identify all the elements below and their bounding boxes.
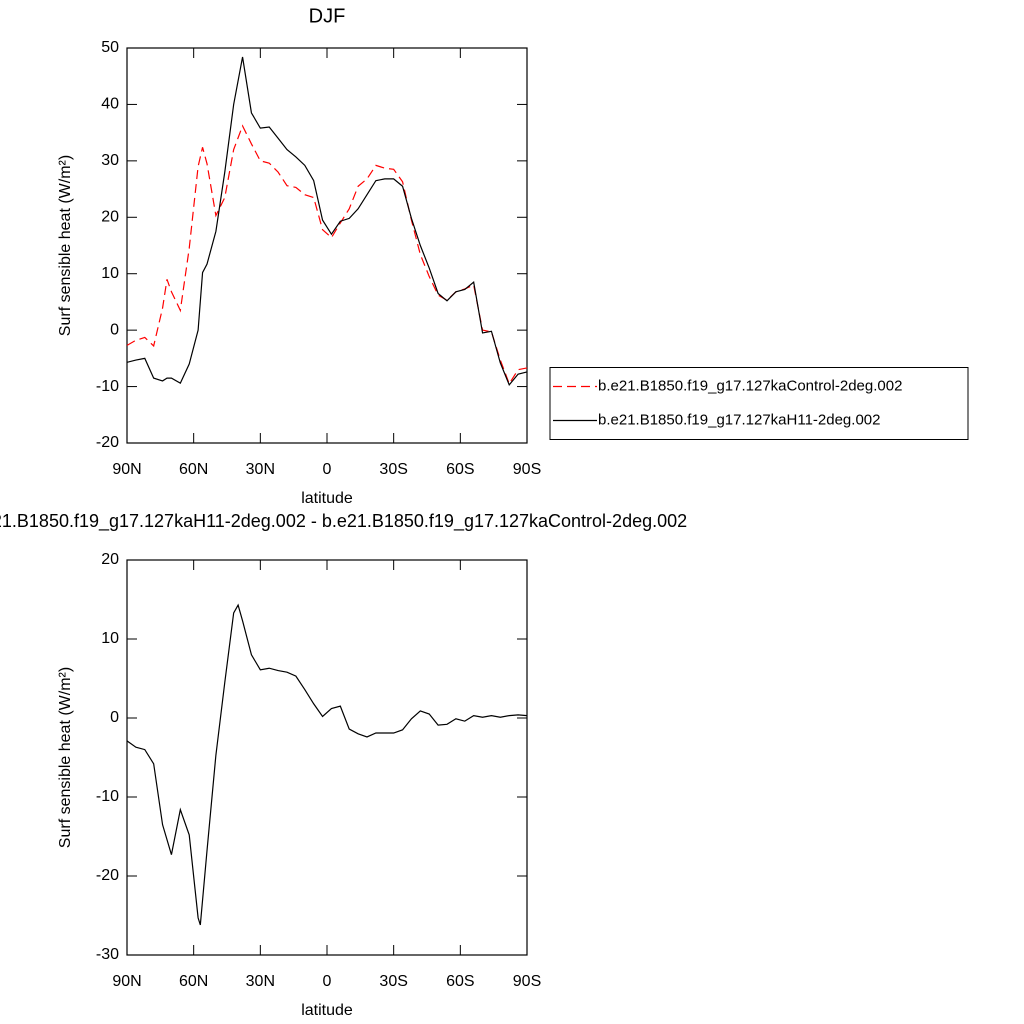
data-line — [126, 603, 528, 926]
y-tick-label: 40 — [101, 96, 119, 113]
data-line — [126, 124, 528, 386]
y-tick-label: -20 — [96, 434, 119, 451]
x-axis-label: latitude — [301, 490, 353, 507]
legend-label: b.e21.B1850.f19_g17.127kaH11-2deg.002 — [598, 411, 880, 428]
x-tick-label: 60N — [179, 973, 208, 990]
y-tick-label: -30 — [96, 946, 119, 963]
x-tick-label: 60S — [446, 461, 474, 478]
plot-frame — [126, 47, 528, 444]
legend-box — [549, 367, 969, 440]
x-tick-label: 0 — [323, 973, 332, 990]
y-tick-label: 20 — [101, 209, 119, 226]
y-tick-label: 10 — [101, 630, 119, 647]
x-tick-label: 0 — [323, 461, 332, 478]
chart-title: DJF — [309, 5, 346, 27]
y-tick-label: 0 — [110, 709, 119, 726]
x-tick-label: 30S — [379, 461, 407, 478]
x-tick-label: 30S — [379, 973, 407, 990]
y-tick-label: -10 — [96, 788, 119, 805]
y-tick-label: -20 — [96, 867, 119, 884]
x-tick-label: 30N — [246, 461, 275, 478]
y-axis-label: Surf sensible heat (W/m²) — [57, 155, 74, 336]
data-line — [126, 56, 528, 387]
y-tick-label: 0 — [110, 321, 119, 338]
y-tick-label: 30 — [101, 152, 119, 169]
x-tick-label: 30N — [246, 973, 275, 990]
x-tick-label: 60N — [179, 461, 208, 478]
y-tick-label: 50 — [101, 39, 119, 56]
y-tick-label: -10 — [96, 378, 119, 395]
y-tick-label: 20 — [101, 551, 119, 568]
x-tick-label: 90S — [513, 461, 541, 478]
legend-label: b.e21.B1850.f19_g17.127kaControl-2deg.00… — [598, 377, 902, 394]
x-axis-label: latitude — [301, 1002, 353, 1019]
y-axis-label: Surf sensible heat (W/m²) — [57, 667, 74, 848]
x-tick-label: 90S — [513, 973, 541, 990]
plot-frame — [126, 559, 528, 956]
x-tick-label: 90N — [112, 973, 141, 990]
y-tick-label: 10 — [101, 265, 119, 282]
x-tick-label: 60S — [446, 973, 474, 990]
x-tick-label: 90N — [112, 461, 141, 478]
chart-title: b.e21.B1850.f19_g17.127kaH11-2deg.002 - … — [0, 511, 687, 532]
